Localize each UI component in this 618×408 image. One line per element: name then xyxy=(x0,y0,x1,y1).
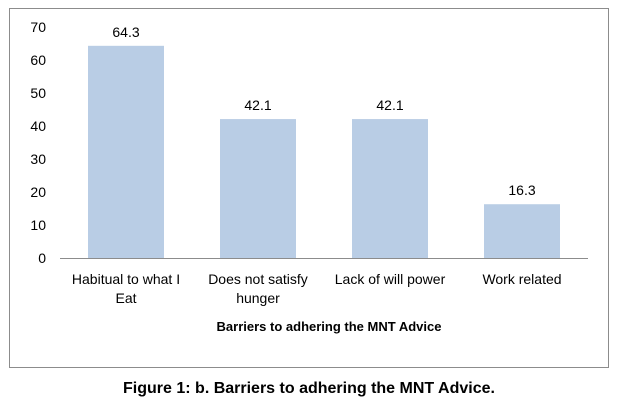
bars xyxy=(88,45,560,259)
category-label: Work related xyxy=(482,271,561,287)
data-label: 42.1 xyxy=(376,97,403,113)
data-label: 64.3 xyxy=(112,24,139,40)
category-labels: Habitual to what I Eat Does not satisfy hun… xyxy=(72,271,562,306)
bar-chart: 0 10 20 30 40 50 60 70 64.3 42.1 42.1 16.3 Habitua… xyxy=(30,19,588,334)
category-label: hunger xyxy=(236,290,280,306)
y-tick-label: 30 xyxy=(30,151,46,167)
bar xyxy=(484,204,560,258)
figure-caption: Figure 1: b. Barriers to adhering the MN… xyxy=(123,380,495,397)
y-tick-label: 60 xyxy=(30,52,46,68)
bar xyxy=(352,119,428,258)
y-tick-label: 40 xyxy=(30,118,46,134)
category-label: Lack of will power xyxy=(335,271,446,287)
y-axis: 0 10 20 30 40 50 60 70 xyxy=(30,19,46,266)
y-tick-label: 0 xyxy=(38,250,46,266)
bar xyxy=(88,45,164,259)
y-tick-label: 50 xyxy=(30,85,46,101)
x-axis-title: Barriers to adhering the MNT Advice xyxy=(217,319,442,334)
category-label: Does not satisfy xyxy=(208,271,308,287)
data-labels: 64.3 42.1 42.1 16.3 xyxy=(112,24,535,198)
bar xyxy=(220,119,296,258)
category-label: Eat xyxy=(115,290,136,306)
data-label: 16.3 xyxy=(508,182,535,198)
category-label: Habitual to what I xyxy=(72,271,180,287)
y-tick-label: 70 xyxy=(30,19,46,35)
y-tick-label: 10 xyxy=(30,217,46,233)
y-tick-label: 20 xyxy=(30,184,46,200)
data-label: 42.1 xyxy=(244,97,271,113)
